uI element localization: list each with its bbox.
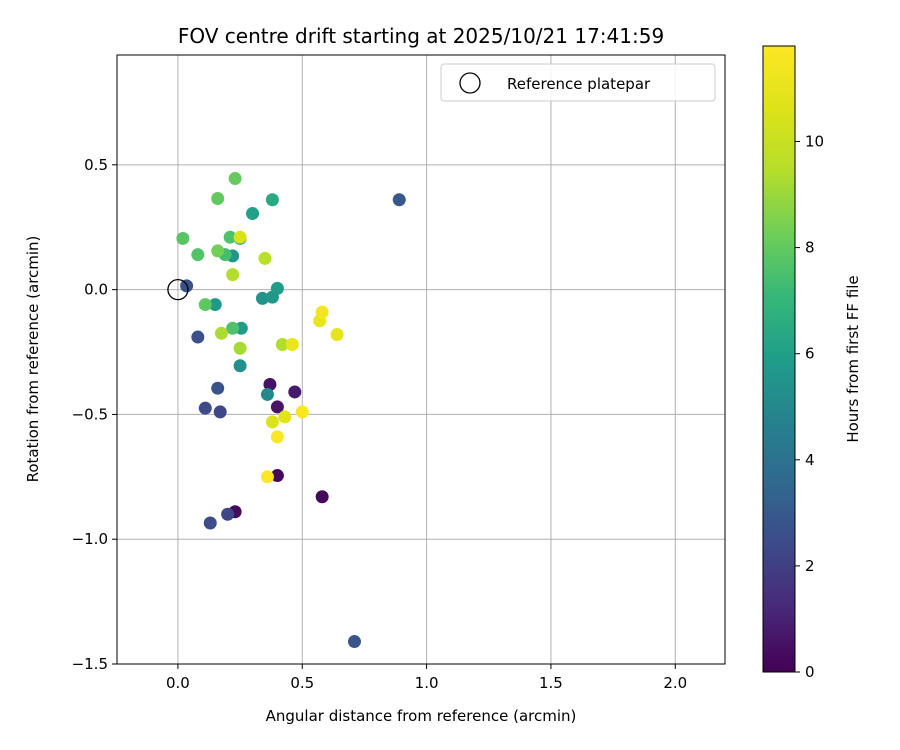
- y-axis-label: Rotation from reference (arcmin): [24, 236, 42, 483]
- scatter-point: [260, 387, 274, 401]
- scatter-point: [275, 338, 289, 352]
- scatter-point: [213, 405, 227, 419]
- scatter-point: [270, 281, 284, 295]
- scatter-point: [233, 230, 247, 244]
- chart-title: FOV centre drift starting at 2025/10/21 …: [178, 24, 664, 48]
- scatter-point: [278, 410, 292, 424]
- scatter-point: [288, 385, 302, 399]
- colorbar-ticks: 0 2 4 6 8 10: [795, 132, 824, 681]
- scatter-point: [270, 469, 284, 483]
- scatter-point: [226, 321, 240, 335]
- colorbar-tick-label: 6: [805, 345, 815, 363]
- scatter-point: [330, 328, 344, 342]
- scatter-point: [315, 305, 329, 319]
- scatter-point: [233, 341, 247, 355]
- scatter-point: [198, 298, 212, 312]
- scatter-point: [265, 193, 279, 207]
- scatter-point: [191, 248, 205, 262]
- scatter-point: [223, 230, 237, 244]
- x-axis-ticks: 0.0 0.5 1.0 1.5 2.0: [166, 664, 687, 692]
- scatter-point: [214, 326, 228, 340]
- grid: [117, 55, 725, 665]
- scatter-point: [285, 338, 299, 352]
- scatter-point: [347, 635, 361, 649]
- scatter-point: [228, 172, 242, 186]
- colorbar: 0 2 4 6 8 10 Hours from first FF file: [762, 45, 862, 681]
- legend-marker-icon: [459, 72, 481, 94]
- scatter-point: [270, 400, 284, 414]
- scatter-point: [211, 381, 225, 395]
- scatter-point: [246, 206, 260, 220]
- colorbar-tick-label: 4: [805, 451, 815, 469]
- y-tick-label: 0.5: [84, 156, 108, 174]
- y-tick-label: 0.0: [84, 281, 108, 299]
- colorbar-label: Hours from first FF file: [844, 275, 862, 442]
- y-tick-label: −1.0: [72, 530, 108, 548]
- reference-marker: [167, 278, 189, 301]
- scatter-point: [270, 430, 284, 444]
- colorbar-tick-label: 2: [805, 557, 815, 575]
- colorbar-tick-label: 8: [805, 239, 815, 257]
- colorbar-tick-label: 10: [805, 132, 824, 150]
- scatter-point: [211, 192, 225, 206]
- scatter-point: [315, 490, 329, 504]
- y-tick-label: −0.5: [72, 405, 108, 423]
- legend: Reference platepar: [440, 63, 716, 102]
- colorbar-tick-label: 0: [805, 663, 815, 681]
- legend-box: [440, 63, 716, 102]
- scatter-point: [176, 231, 190, 245]
- scatter-point: [191, 330, 205, 344]
- scatter-point: [295, 405, 309, 419]
- scatter-point: [392, 193, 406, 207]
- scatter-point: [258, 251, 272, 265]
- y-axis-ticks: 0.5 0.0 −0.5 −1.0 −1.5: [72, 156, 117, 673]
- scatter-point: [198, 401, 212, 415]
- scatter-points: [176, 172, 406, 649]
- plot-frame: [116, 54, 726, 665]
- scatter-point: [263, 377, 277, 391]
- x-tick-label: 0.5: [290, 674, 314, 692]
- scatter-point: [203, 516, 217, 530]
- colorbar-gradient: [763, 46, 795, 672]
- x-tick-label: 2.0: [663, 674, 687, 692]
- scatter-point: [260, 470, 274, 484]
- scatter-point: [221, 507, 235, 521]
- x-tick-label: 1.5: [539, 674, 563, 692]
- x-tick-label: 1.0: [415, 674, 439, 692]
- scatter-point: [233, 359, 247, 373]
- y-tick-label: −1.5: [72, 655, 108, 673]
- scatter-point: [265, 415, 279, 429]
- scatter-point: [226, 268, 240, 282]
- colorbar-frame: [762, 45, 796, 673]
- scatter-point: [255, 291, 269, 305]
- scatter-point: [211, 244, 225, 258]
- legend-label: Reference platepar: [507, 75, 651, 93]
- x-axis-label: Angular distance from reference (arcmin): [266, 707, 577, 725]
- scatter-point: [208, 298, 222, 312]
- x-tick-label: 0.0: [166, 674, 190, 692]
